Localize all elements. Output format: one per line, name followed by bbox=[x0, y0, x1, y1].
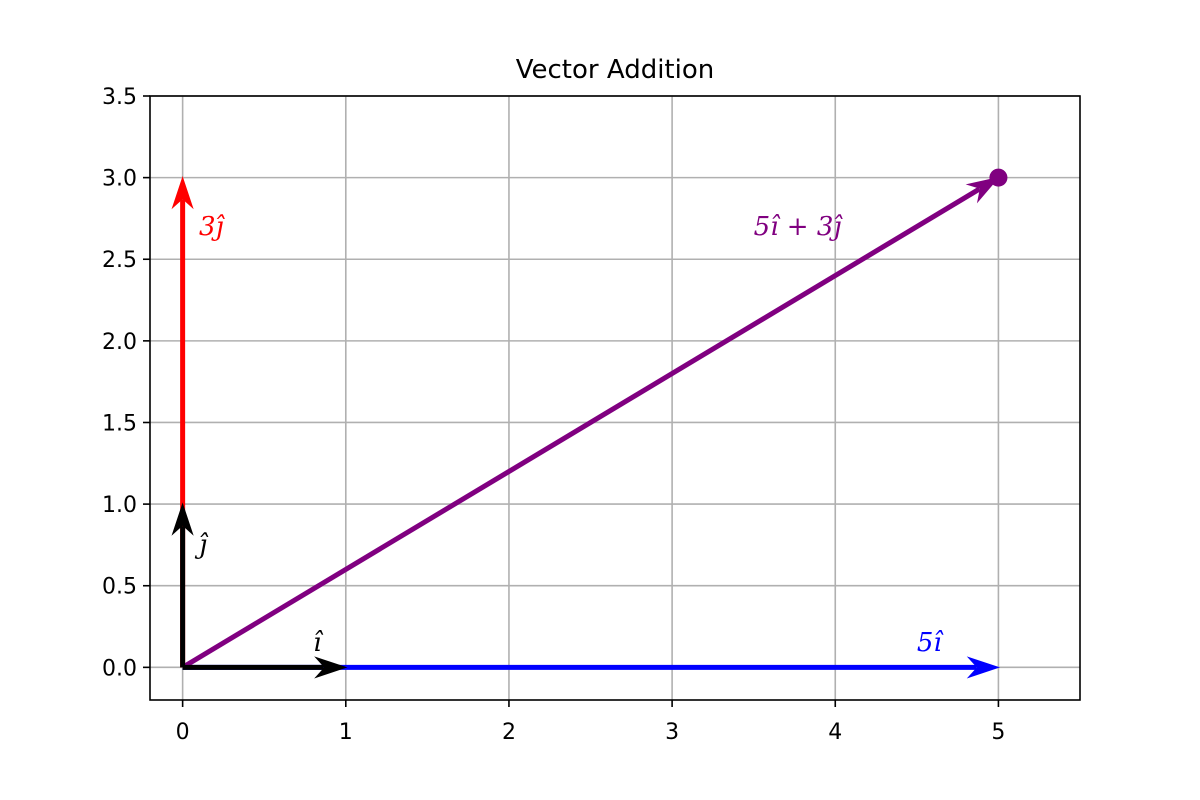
label-resultant: 5î + 3ĵ bbox=[754, 212, 844, 242]
y-tick-label: 0.5 bbox=[102, 575, 137, 600]
axis-ticks: 0 1 2 3 4 5 0.0 0.5 1.0 1.5 2.0 2.5 3.0 3.5 bbox=[102, 85, 1005, 745]
5i-vector-arrowhead bbox=[966, 656, 1000, 679]
y-tick-label: 1.0 bbox=[102, 493, 137, 518]
y-tick-label: 1.5 bbox=[102, 411, 137, 436]
3j-vector-arrowhead bbox=[171, 176, 194, 210]
x-tick-label: 0 bbox=[176, 720, 190, 745]
j-hat-vector-arrowhead bbox=[171, 502, 194, 536]
resultant-vector-arrowhead bbox=[965, 176, 1000, 204]
y-tick-label: 2.5 bbox=[102, 248, 137, 273]
y-tick-label: 3.0 bbox=[102, 167, 137, 192]
resultant-vector-shaft bbox=[181, 186, 981, 670]
y-tick-label: 0.0 bbox=[102, 656, 137, 681]
x-tick-label: 1 bbox=[339, 720, 353, 745]
grid-lines bbox=[150, 95, 1080, 700]
j-hat-vector bbox=[171, 502, 194, 668]
y-tick-label: 3.5 bbox=[102, 85, 137, 110]
x-tick-label: 5 bbox=[991, 720, 1005, 745]
x-tick-label: 4 bbox=[828, 720, 842, 745]
y-tick-label: 2.0 bbox=[102, 330, 137, 355]
x-tick-label: 2 bbox=[502, 720, 516, 745]
chart-title: Vector Addition bbox=[516, 55, 714, 85]
label-3j: 3ĵ bbox=[199, 212, 226, 242]
endpoint-marker bbox=[989, 168, 1008, 187]
plot-marks bbox=[171, 168, 1008, 679]
i-hat-vector bbox=[182, 656, 348, 679]
x-tick-label: 3 bbox=[665, 720, 679, 745]
i-hat-vector-arrowhead bbox=[314, 656, 348, 679]
label-i-hat: î bbox=[313, 628, 324, 658]
label-5i: 5î bbox=[917, 628, 945, 658]
plot-frame bbox=[149, 95, 1081, 701]
label-j-hat: ĵ bbox=[194, 530, 209, 560]
resultant-vector bbox=[181, 176, 1000, 670]
